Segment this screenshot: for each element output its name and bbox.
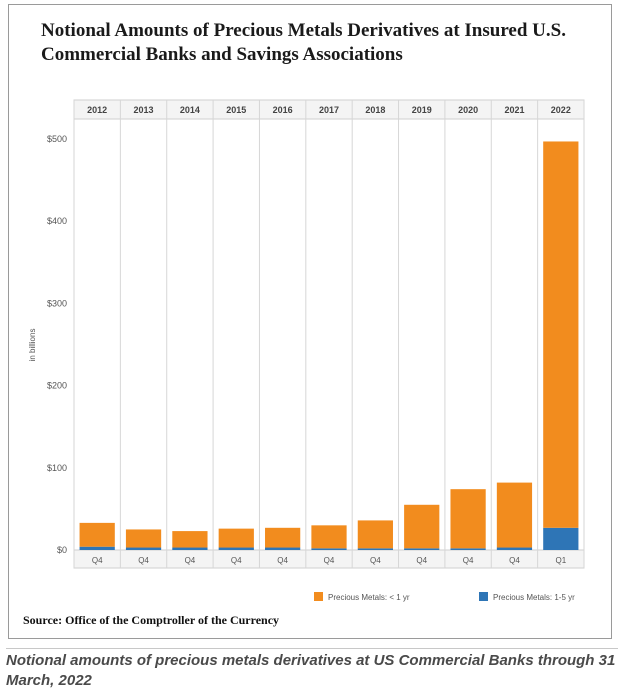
bar-segment-1-5yr xyxy=(79,546,115,550)
bar-segment-1-5yr xyxy=(172,547,208,550)
bar-segment-1-5yr xyxy=(404,548,440,550)
x-category-label: 2022 xyxy=(551,105,571,115)
source-note: Source: Office of the Comptroller of the… xyxy=(23,613,280,627)
bar-segment-lt-1yr xyxy=(450,489,486,549)
bar-segment-lt-1yr xyxy=(357,520,393,549)
bar-segment-lt-1yr xyxy=(218,528,254,548)
bar-segment-1-5yr xyxy=(265,547,301,550)
y-tick-label: $0 xyxy=(57,545,67,555)
x-quarter-label: Q4 xyxy=(463,556,474,565)
bar-segment-1-5yr xyxy=(496,547,533,550)
x-quarter-label: Q4 xyxy=(92,556,103,565)
bar-chart: $0 $100 $200 $300 $400 $500 in billions 2012 Q4 2… xyxy=(28,99,585,602)
bar-segment-1-5yr xyxy=(450,548,486,550)
bar-segment-1-5yr xyxy=(125,547,162,550)
legend-swatch xyxy=(314,592,323,601)
x-quarter-label: Q4 xyxy=(416,556,427,565)
y-tick-label: $200 xyxy=(47,381,67,391)
bar-segment-lt-1yr xyxy=(404,504,440,549)
bar-segment-1-5yr xyxy=(311,548,347,550)
x-category-label: 2020 xyxy=(458,105,478,115)
x-category-label: 2014 xyxy=(180,105,200,115)
bar-segment-lt-1yr xyxy=(496,482,533,548)
x-quarter-label: Q1 xyxy=(555,556,566,565)
bar-segment-1-5yr xyxy=(218,547,254,550)
bar-segment-lt-1yr xyxy=(265,527,301,548)
bar-segment-1-5yr xyxy=(357,548,393,550)
bar-segment-lt-1yr xyxy=(311,525,347,549)
x-category-label: 2012 xyxy=(87,105,107,115)
y-tick-label: $500 xyxy=(47,134,67,144)
bar-segment-lt-1yr xyxy=(172,531,208,548)
chart-title: Notional Amounts of Precious Metals Deri… xyxy=(41,20,566,65)
legend-label: Precious Metals: 1-5 yr xyxy=(493,593,575,602)
legend-swatch xyxy=(479,592,488,601)
x-category-label: 2013 xyxy=(134,105,154,115)
x-quarter-label: Q4 xyxy=(231,556,242,565)
image-caption: Notional amounts of precious metals deri… xyxy=(6,648,618,691)
x-quarter-label: Q4 xyxy=(185,556,196,565)
x-quarter-label: Q4 xyxy=(370,556,381,565)
bar-segment-lt-1yr xyxy=(79,522,115,547)
bar-segment-lt-1yr xyxy=(125,529,162,548)
x-quarter-label: Q4 xyxy=(509,556,520,565)
x-category-label: 2016 xyxy=(273,105,293,115)
y-tick-label: $400 xyxy=(47,216,67,226)
y-axis-title: in billions xyxy=(28,329,37,362)
x-quarter-label: Q4 xyxy=(324,556,335,565)
x-category-label: 2019 xyxy=(412,105,432,115)
y-tick-label: $300 xyxy=(47,298,67,308)
chart-frame: Notional Amounts of Precious Metals Deri… xyxy=(8,4,612,639)
x-category-label: 2015 xyxy=(226,105,246,115)
x-quarter-label: Q4 xyxy=(277,556,288,565)
x-category-label: 2021 xyxy=(504,105,524,115)
y-tick-label: $100 xyxy=(47,463,67,473)
x-category-label: 2018 xyxy=(365,105,385,115)
x-quarter-label: Q4 xyxy=(138,556,149,565)
x-category-label: 2017 xyxy=(319,105,339,115)
legend-label: Precious Metals: < 1 yr xyxy=(328,593,410,602)
bar-segment-lt-1yr xyxy=(543,141,579,528)
bar-segment-1-5yr xyxy=(543,527,579,550)
